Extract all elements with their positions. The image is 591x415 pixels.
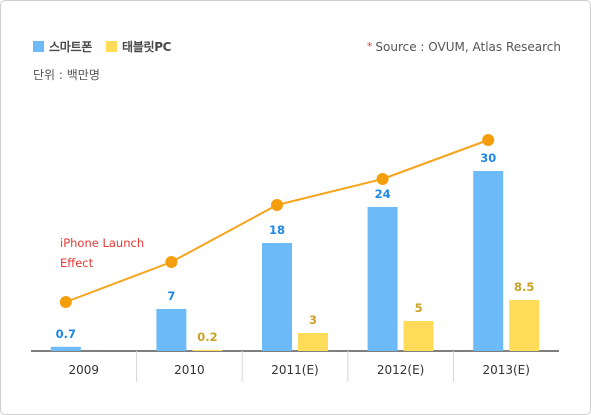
data-label-smartphone: 0.7	[56, 327, 76, 341]
bar-smartphone	[473, 171, 504, 351]
legend-swatch-tablet	[105, 41, 117, 52]
x-tick-label: 2009	[69, 363, 100, 377]
data-label-tablet: 8.5	[514, 280, 534, 294]
data-label-tablet: 5	[415, 301, 423, 315]
x-tick-label: 2010	[174, 363, 205, 377]
trend-marker	[165, 256, 178, 268]
data-label-tablet: 0.2	[197, 330, 217, 344]
x-tick-label: 2013(E)	[482, 363, 529, 377]
trend-marker	[482, 134, 495, 146]
data-label-smartphone: 18	[269, 223, 285, 237]
legend: 스마트폰 태블릿PC	[33, 38, 185, 55]
x-tick-label: 2011(E)	[271, 363, 318, 377]
x-tick-label: 2012(E)	[377, 363, 424, 377]
bar-smartphone	[262, 243, 292, 351]
legend-item-tablet: 태블릿PC	[105, 38, 172, 55]
legend-label-smartphone: 스마트폰	[49, 40, 92, 54]
bar-tablet	[192, 349, 223, 351]
bar-tablet	[509, 300, 540, 351]
bar-smartphone	[367, 207, 398, 351]
source-marker: *	[366, 40, 373, 53]
legend-swatch-smartphone	[33, 41, 44, 52]
bar-smartphone	[50, 346, 81, 351]
source-text: Source : OVUM, Atlas Research	[375, 40, 561, 54]
annotation-line1: iPhone Launch	[60, 236, 144, 250]
legend-item-smartphone: 스마트폰	[33, 38, 92, 55]
data-label-smartphone: 7	[167, 289, 175, 303]
trend-marker	[59, 296, 72, 308]
trend-marker	[271, 199, 283, 211]
bar-smartphone	[156, 309, 187, 351]
annotation-line2: Effect	[60, 256, 94, 270]
trend-marker	[376, 173, 389, 185]
bar-tablet	[298, 333, 328, 351]
unit-label: 단위 : 백만명	[33, 68, 100, 82]
bar-tablet	[403, 321, 434, 351]
data-label-smartphone: 24	[375, 187, 391, 201]
legend-label-tablet: 태블릿PC	[121, 40, 172, 54]
data-label-tablet: 3	[309, 313, 317, 327]
source-note: * Source : OVUM, Atlas Research	[367, 40, 561, 54]
data-label-smartphone: 30	[480, 151, 496, 165]
